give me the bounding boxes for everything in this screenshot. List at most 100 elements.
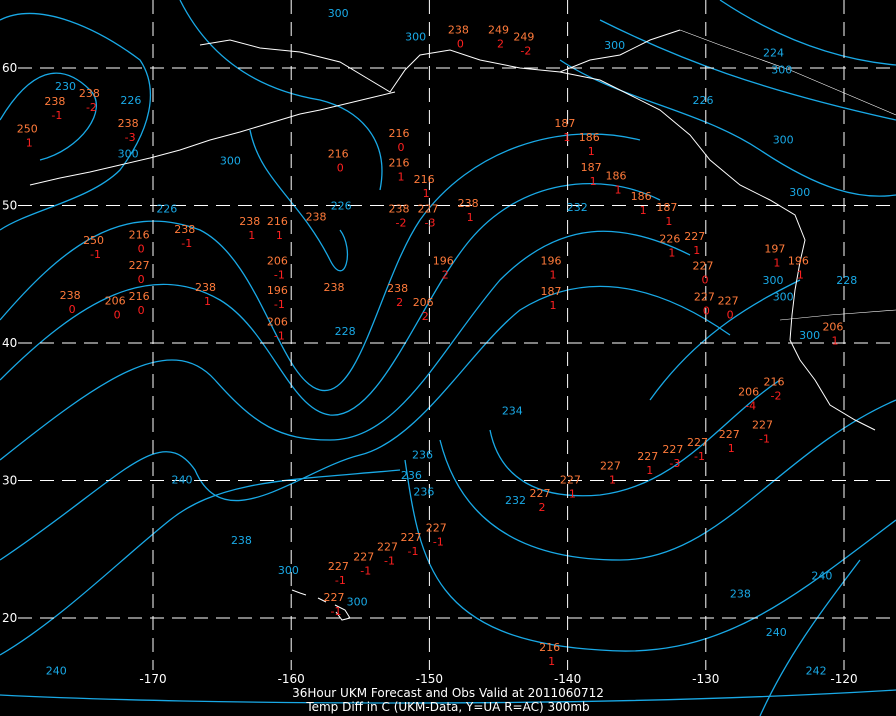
station-temperature: 238 (324, 281, 345, 294)
station-temperature: 238 (458, 197, 479, 210)
station-temperature: 187 (554, 117, 575, 130)
station-plot: 227-1 (752, 418, 773, 445)
station-temp-diff: 1 (467, 211, 474, 224)
station-temp-diff: -4 (745, 399, 756, 412)
station-temp-diff: 0 (138, 273, 145, 286)
contour-label: 300 (763, 274, 784, 287)
contour-label: 238 (231, 534, 252, 547)
station-temp-diff: -1 (335, 574, 346, 587)
station-temp-diff: -2 (86, 101, 97, 114)
contour-label: 300 (604, 39, 625, 52)
contour-label: 240 (172, 473, 193, 486)
station-plot: 216-2 (763, 376, 784, 403)
contour-label: 240 (811, 570, 832, 583)
contour-label: 226 (156, 202, 177, 215)
station-temp-diff: 1 (588, 145, 595, 158)
station-temp-diff: 1 (831, 335, 838, 348)
station-plot: 238 (324, 281, 345, 294)
station-temp-diff: 1 (397, 171, 404, 184)
station-temp-diff: 2 (396, 296, 403, 309)
station-plot: 227-3 (418, 202, 439, 229)
station-temperature: 227 (529, 487, 550, 500)
station-temp-diff: 1 (276, 229, 283, 242)
station-plot: 196-1 (267, 284, 288, 311)
station-temperature: 216 (267, 215, 288, 228)
station-temperature: 187 (541, 285, 562, 298)
station-temperature: 186 (631, 190, 652, 203)
station-temp-diff: 1 (609, 474, 616, 487)
station-temperature: 249 (513, 31, 534, 44)
station-temp-diff: 0 (69, 303, 76, 316)
contour-label: 232 (567, 201, 588, 214)
contour-label: 226 (120, 94, 141, 107)
station-temp-diff: 0 (397, 141, 404, 154)
station-temp-diff: 1 (640, 204, 647, 217)
station-temp-diff: -1 (51, 109, 62, 122)
station-temperature: 206 (267, 255, 288, 268)
station-temperature: 238 (118, 117, 139, 130)
station-temp-diff: -3 (425, 216, 436, 229)
station-temperature: 206 (105, 295, 126, 308)
station-temp-diff: -1 (181, 237, 192, 250)
station-temperature: 186 (605, 169, 626, 182)
station-plot: 238 (306, 211, 327, 224)
station-temperature: 196 (541, 255, 562, 268)
contour-label: 228 (836, 274, 857, 287)
contour-label: 226 (693, 94, 714, 107)
station-temperature: 227 (637, 450, 658, 463)
longitude-label: -160 (278, 672, 305, 686)
station-temperature: 196 (267, 284, 288, 297)
station-temperature: 238 (387, 282, 408, 295)
station-temp-diff: 0 (703, 305, 710, 318)
station-temp-diff: 0 (114, 309, 121, 322)
station-temp-diff: 1 (550, 299, 557, 312)
station-temp-diff: -2 (396, 216, 407, 229)
station-temperature: 227 (693, 259, 714, 272)
station-temp-diff: 1 (204, 295, 211, 308)
station-temp-diff: 1 (773, 256, 780, 269)
station-temperature: 216 (129, 229, 150, 242)
station-temperature: 238 (60, 289, 81, 302)
station-temperature: 238 (448, 24, 469, 37)
station-temperature: 206 (822, 321, 843, 334)
station-temp-diff: -1 (407, 545, 418, 558)
station-plot: 227-1 (426, 521, 447, 548)
station-temperature: 227 (324, 591, 345, 604)
station-plot: 206-1 (267, 316, 288, 343)
contour-label: 238 (730, 587, 751, 600)
station-temp-diff: 0 (337, 161, 344, 174)
station-temp-diff: -2 (520, 45, 531, 58)
station-temperature: 216 (388, 127, 409, 140)
contour-label: 236 (401, 469, 422, 482)
station-temperature: 196 (788, 255, 809, 268)
caption-title: 36Hour UKM Forecast and Obs Valid at 201… (292, 686, 604, 700)
coastlines (29, 29, 896, 621)
station-temp-diff: 1 (665, 215, 672, 228)
station-temperature: 249 (488, 24, 509, 37)
longitude-label: -140 (554, 672, 581, 686)
station-temp-diff: -1 (90, 248, 101, 261)
station-temperature: 238 (195, 281, 216, 294)
